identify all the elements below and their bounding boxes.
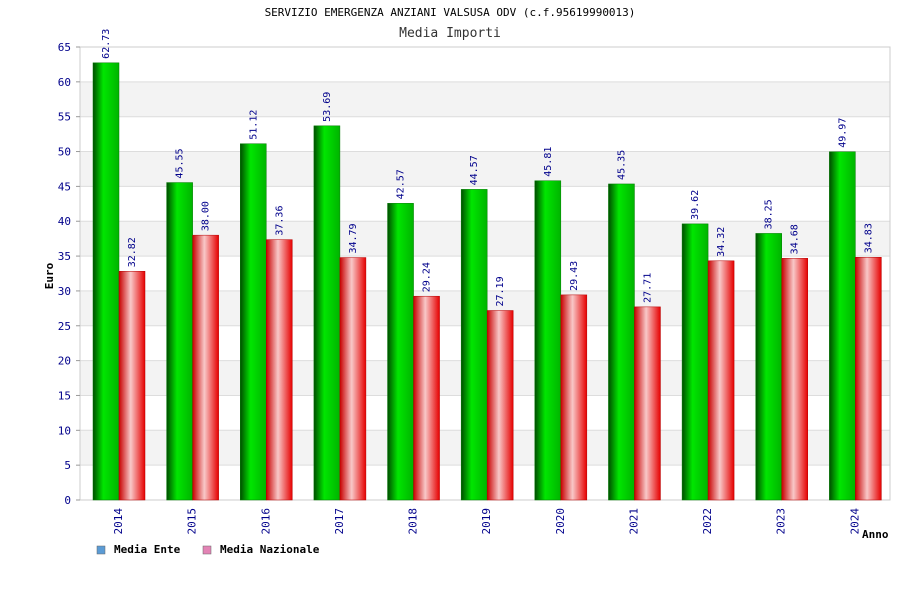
bar-nazionale-2014 xyxy=(118,271,146,501)
y-tick-label: 45 xyxy=(58,180,71,193)
bar-nazionale-2022 xyxy=(707,260,735,501)
x-tick-label-2019: 2019 xyxy=(480,508,493,535)
grid-band xyxy=(80,81,890,117)
chart-title: SERVIZIO EMERGENZA ANZIANI VALSUSA ODV (… xyxy=(265,6,636,19)
value-label-nazionale-2016: 37.36 xyxy=(274,206,285,236)
bar-ente-2014 xyxy=(92,62,120,501)
value-label-nazionale-2014: 32.82 xyxy=(127,237,138,267)
x-tick-label-2015: 2015 xyxy=(186,508,199,535)
y-tick-label: 65 xyxy=(58,41,71,54)
bar-nazionale-2021 xyxy=(634,306,661,501)
value-label-ente-2016: 51.12 xyxy=(248,110,259,140)
y-tick-label: 25 xyxy=(58,320,71,333)
chart-subtitle: Media Importi xyxy=(399,26,501,41)
value-label-nazionale-2020: 29.43 xyxy=(569,261,580,291)
value-label-ente-2014: 62.73 xyxy=(101,29,112,59)
x-tick-label-2020: 2020 xyxy=(554,508,567,535)
x-tick-label-2022: 2022 xyxy=(701,508,714,535)
y-tick-label: 15 xyxy=(58,389,71,402)
value-label-nazionale-2024: 34.83 xyxy=(863,223,874,253)
bar-ente-2023 xyxy=(755,233,782,501)
legend-label-nazionale: Media Nazionale xyxy=(220,543,320,556)
legend: Media Ente Media Nazionale xyxy=(96,543,320,556)
value-label-nazionale-2017: 34.79 xyxy=(348,223,359,253)
bar-nazionale-2015 xyxy=(192,234,219,501)
y-tick-label: 55 xyxy=(58,111,71,124)
bar-nazionale-2019 xyxy=(486,310,514,501)
x-tick-label-2018: 2018 xyxy=(407,508,420,535)
grid-band xyxy=(80,151,890,187)
y-tick-label: 0 xyxy=(64,494,71,507)
value-label-nazionale-2018: 29.24 xyxy=(422,262,433,292)
x-tick-label-2021: 2021 xyxy=(627,508,640,535)
grid-band xyxy=(80,47,890,82)
bar-ente-2019 xyxy=(460,189,488,501)
y-tick-label: 30 xyxy=(58,285,71,298)
value-label-ente-2015: 45.55 xyxy=(175,148,186,178)
value-label-nazionale-2021: 27.71 xyxy=(642,273,653,303)
y-tick-label: 40 xyxy=(58,215,71,228)
value-label-nazionale-2023: 34.68 xyxy=(790,224,801,254)
legend-label-ente: Media Ente xyxy=(114,543,181,556)
value-label-nazionale-2019: 27.19 xyxy=(495,276,506,306)
bar-ente-2017 xyxy=(313,125,341,501)
bar-ente-2015 xyxy=(166,182,193,501)
y-tick-label: 50 xyxy=(58,146,71,159)
grid-band xyxy=(80,116,890,152)
bar-nazionale-2018 xyxy=(413,295,440,501)
y-tick-label: 60 xyxy=(58,76,71,89)
value-label-nazionale-2022: 34.32 xyxy=(716,227,727,257)
bar-nazionale-2017 xyxy=(339,257,367,501)
bar-nazionale-2020 xyxy=(560,294,588,501)
bar-ente-2018 xyxy=(387,203,414,501)
x-axis: 2014 2015 2016 2017 2018 2019 2020 2021 2022 2023… xyxy=(112,508,861,535)
bar-ente-2024 xyxy=(829,151,856,501)
y-tick-label: 20 xyxy=(58,355,71,368)
legend-swatch-nazionale xyxy=(202,545,212,555)
x-tick-label-2017: 2017 xyxy=(333,508,346,535)
y-tick-label: 10 xyxy=(58,424,71,437)
legend-swatch-ente xyxy=(96,545,106,555)
value-label-ente-2020: 45.81 xyxy=(543,147,554,177)
value-label-ente-2017: 53.69 xyxy=(322,92,333,122)
value-label-ente-2023: 38.25 xyxy=(764,199,775,229)
bar-ente-2016 xyxy=(240,143,267,501)
x-tick-label-2024: 2024 xyxy=(848,508,861,535)
value-label-ente-2024: 49.97 xyxy=(837,118,848,148)
value-label-nazionale-2015: 38.00 xyxy=(201,201,212,231)
bar-nazionale-2023 xyxy=(781,258,808,501)
value-label-ente-2019: 44.57 xyxy=(469,155,480,185)
x-tick-label-2023: 2023 xyxy=(775,508,788,535)
y-tick-label: 5 xyxy=(64,459,71,472)
bars-group: 62.73 32.82 45.55 38.00 51.12 37.36 53.69 34.79… xyxy=(92,29,882,501)
bar-nazionale-2016 xyxy=(266,239,293,501)
bar-ente-2021 xyxy=(608,183,635,501)
x-tick-label-2014: 2014 xyxy=(112,508,125,535)
bar-nazionale-2024 xyxy=(855,257,882,501)
y-tick-label: 35 xyxy=(58,250,71,263)
x-tick-label-2016: 2016 xyxy=(259,508,272,535)
y-axis-label: Euro xyxy=(43,262,56,289)
y-axis: 0 5 10 15 20 25 30 35 40 45 50 55 60 65 xyxy=(58,41,80,507)
x-axis-label: Anno xyxy=(862,528,889,541)
bar-ente-2022 xyxy=(681,223,709,501)
value-label-ente-2018: 42.57 xyxy=(396,169,407,199)
value-label-ente-2021: 45.35 xyxy=(616,150,627,180)
value-label-ente-2022: 39.62 xyxy=(690,190,701,220)
bar-ente-2020 xyxy=(534,180,562,501)
